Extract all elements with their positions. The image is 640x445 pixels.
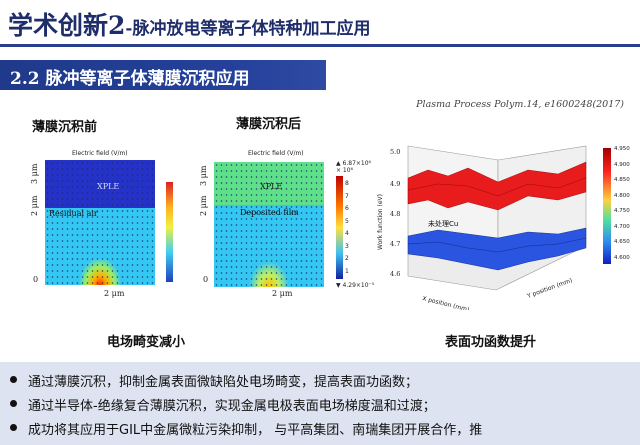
sim-after-bottom-label: Deposited film <box>240 208 299 217</box>
sim-before-bottom-label: Residual air <box>49 209 98 218</box>
work-function-colorbar-tick: 4.650 <box>614 239 630 245</box>
after-colorbar-tick: 3 <box>345 242 349 250</box>
after-colorbar-tick: 1 <box>345 267 349 275</box>
caption-right: 表面功函数提升 <box>445 335 537 350</box>
before-ytick-3: 3 μm <box>30 163 39 184</box>
work-function-colorbar-tick: 4.950 <box>614 146 630 152</box>
work-function-colorbar-tick: 4.900 <box>614 161 630 168</box>
work-function-colorbar-tick: 4.800 <box>614 192 630 199</box>
citation: Plasma Process Polym.14, e1600248(2017) <box>416 99 624 110</box>
label-after: 薄膜沉积后 <box>236 117 302 132</box>
z-tick-48: 4.8 <box>390 210 400 218</box>
after-xtick: 2 μm <box>272 289 293 298</box>
work-function-3d-plot: 未处理Cu 5.0 4.9 4.8 4.7 4.6 Work function … <box>377 145 587 310</box>
sim-after-field-arrows <box>214 162 324 287</box>
before-colorbar <box>166 182 173 282</box>
after-colorbar-tick: 8 <box>345 180 349 187</box>
slide-title-main: 学术创新2 <box>8 11 126 40</box>
bullet-item: 通过薄膜沉积，抑制金属表面微缺陷处电场畸变，提高表面功函数； <box>10 371 419 390</box>
before-xtick: 2 μm <box>104 289 125 298</box>
sim-before-field-arrows <box>45 160 155 285</box>
z-tick-46: 4.6 <box>390 270 400 278</box>
field-title-before: Electric field (V/m) <box>72 150 128 157</box>
bullet-text-3: 成功将其应用于GIL中金属微粒污染抑制， 与平高集团、南瑞集团开展合作，推 <box>28 423 483 438</box>
section-band: 2.2 脉冲等离子体薄膜沉积应用 <box>0 60 326 90</box>
after-colorbar-min: ▼ 4.29×10⁻⁵ <box>336 282 375 289</box>
field-title-after: Electric field (V/m) <box>248 150 304 157</box>
before-ytick-2: 2 μm <box>30 195 39 216</box>
label-before: 薄膜沉积前 <box>32 120 98 135</box>
after-colorbar-tick: 4 <box>345 230 349 237</box>
after-colorbar-tick: 5 <box>345 217 349 225</box>
untreated-surface-mesh <box>407 237 587 253</box>
sim-before: XPLE Residual air <box>45 160 155 285</box>
before-ytick-0: 0 <box>33 275 39 284</box>
sim-after-top-label: XPLE <box>260 182 283 191</box>
z-tick-50: 5.0 <box>390 148 400 156</box>
bullet-dot <box>10 400 17 407</box>
work-function-colorbar-tick: 4.850 <box>614 177 630 183</box>
sim-before-top-label: XPLE <box>97 182 120 191</box>
after-colorbar-tick: 7 <box>345 192 349 200</box>
after-colorbar-tick: 6 <box>345 205 349 212</box>
after-ytick-0: 0 <box>203 275 209 284</box>
after-colorbar-tick: 2 <box>345 255 349 262</box>
after-colorbar <box>336 176 343 279</box>
slide-title: 学术创新2-脉冲放电等离子体特种加工应用 <box>8 6 370 42</box>
after-ytick-3: 3 μm <box>199 165 208 186</box>
treated-surface-mesh <box>407 177 587 197</box>
bullet-text-1: 通过薄膜沉积，抑制金属表面微缺陷处电场畸变，提高表面功函数； <box>28 375 419 390</box>
caption-left: 电场畸变减小 <box>107 335 186 350</box>
after-colorbar-exp: × 10⁶ <box>336 167 353 174</box>
bullet-item: 通过半导体-绝缘复合薄膜沉积，实现金属电极表面电场梯度温和过渡； <box>10 395 436 414</box>
after-ytick-2: 2 μm <box>199 195 208 216</box>
sim-after: XPLE Deposited film <box>214 162 324 287</box>
after-colorbar-max: ▲ 6.87×10⁶ <box>336 160 371 167</box>
title-rule <box>0 44 640 47</box>
work-function-colorbar-tick: 4.750 <box>614 208 630 214</box>
treated-surface <box>407 161 587 211</box>
x-axis-label: X position (mm) <box>422 295 470 310</box>
bullet-dot <box>10 424 17 431</box>
surface-label: 未处理Cu <box>428 219 458 228</box>
bullet-item: 成功将其应用于GIL中金属微粒污染抑制， 与平高集团、南瑞集团开展合作，推 <box>10 419 483 438</box>
work-function-colorbar-tick: 4.600 <box>614 254 630 261</box>
y-axis-label: Y position (mm) <box>525 277 573 300</box>
z-tick-49: 4.9 <box>390 180 400 188</box>
z-tick-47: 4.7 <box>390 240 400 248</box>
section-label: 2.2 脉冲等离子体薄膜沉积应用 <box>10 69 250 89</box>
work-function-colorbar <box>603 148 611 264</box>
untreated-surface <box>407 227 587 271</box>
slide-title-rest: -脉冲放电等离子体特种加工应用 <box>125 19 371 39</box>
bullet-list: 通过薄膜沉积，抑制金属表面微缺陷处电场畸变，提高表面功函数； 通过半导体-绝缘复… <box>0 362 640 445</box>
z-axis-label: Work function (eV) <box>377 194 384 250</box>
bullet-text-2: 通过半导体-绝缘复合薄膜沉积，实现金属电极表面电场梯度温和过渡； <box>28 399 436 414</box>
bullet-dot <box>10 376 17 383</box>
work-function-colorbar-tick: 4.700 <box>614 223 630 230</box>
